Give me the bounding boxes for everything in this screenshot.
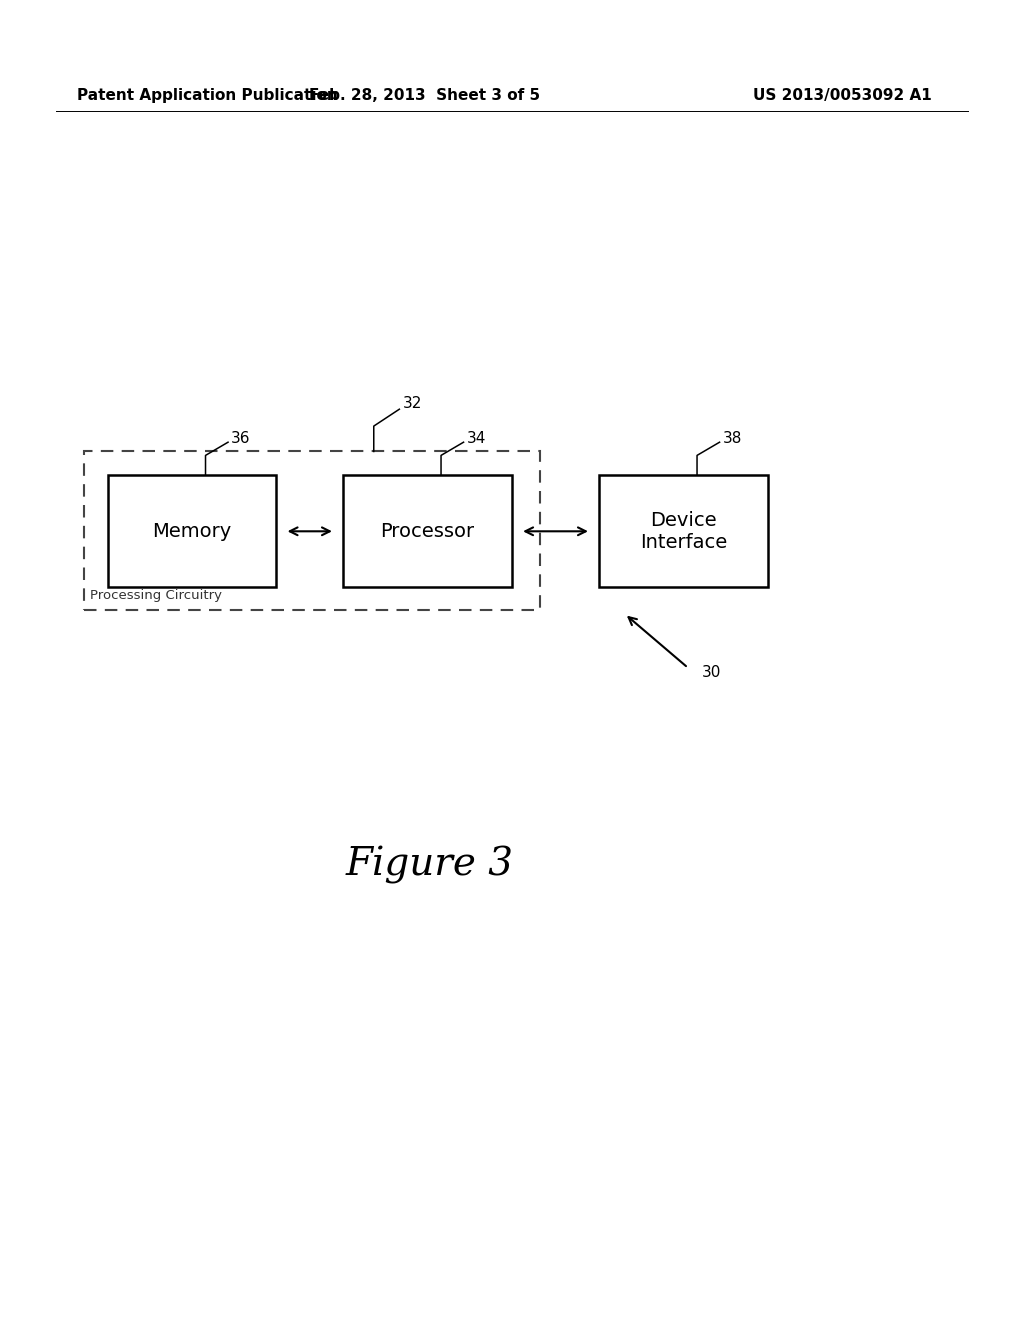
Text: Device
Interface: Device Interface — [640, 511, 727, 552]
Text: Figure 3: Figure 3 — [346, 846, 514, 883]
Bar — [84, 451, 540, 610]
Text: 32: 32 — [402, 396, 422, 412]
Text: Feb. 28, 2013  Sheet 3 of 5: Feb. 28, 2013 Sheet 3 of 5 — [309, 87, 541, 103]
Bar — [108, 475, 276, 587]
Bar — [599, 475, 768, 587]
Text: 36: 36 — [231, 430, 251, 446]
Text: Memory: Memory — [153, 521, 231, 541]
Text: Patent Application Publication: Patent Application Publication — [77, 87, 338, 103]
Bar — [343, 475, 512, 587]
Text: 34: 34 — [467, 430, 486, 446]
Text: US 2013/0053092 A1: US 2013/0053092 A1 — [753, 87, 932, 103]
Text: 30: 30 — [701, 665, 721, 680]
Text: Processing Circuitry: Processing Circuitry — [90, 589, 222, 602]
Text: Processor: Processor — [381, 521, 474, 541]
Text: 38: 38 — [723, 430, 742, 446]
